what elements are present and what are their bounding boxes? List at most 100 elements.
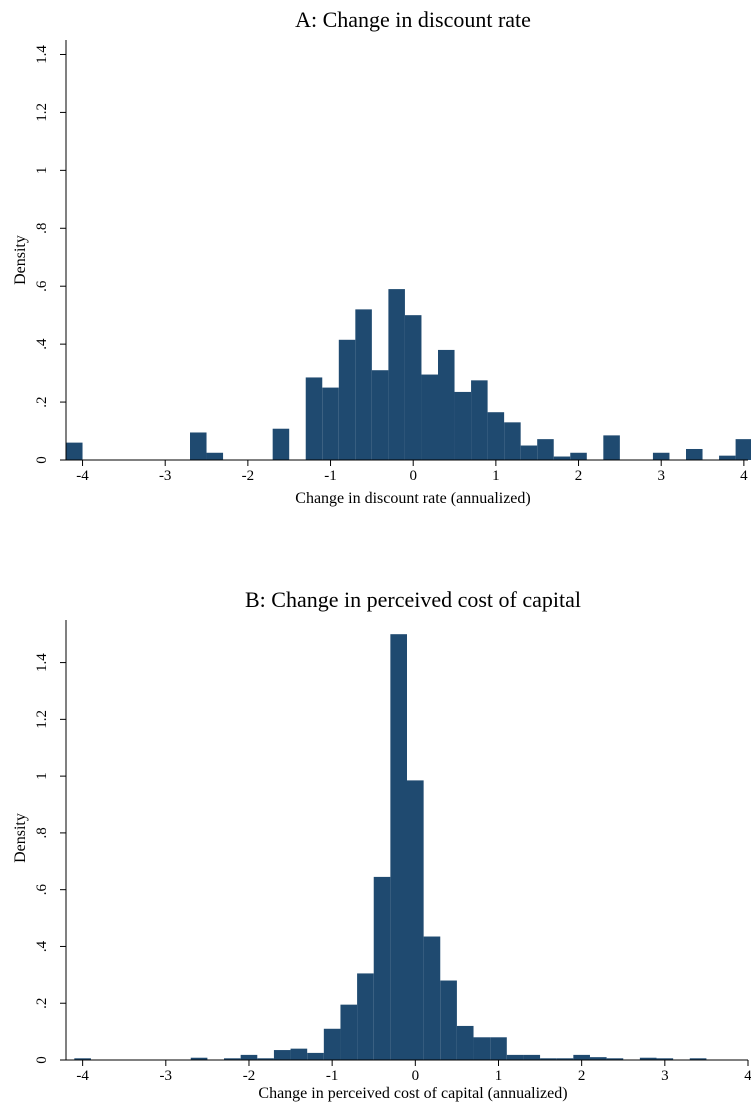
panel-b-y-tick-label: 1 bbox=[34, 772, 50, 780]
panel-b-histogram-bar bbox=[639, 1057, 657, 1060]
panel-a-y-tick-label: .6 bbox=[34, 280, 50, 292]
panel-b-histogram-bar bbox=[490, 1037, 507, 1060]
panel-b-histogram-bar bbox=[357, 973, 374, 1060]
panel-b-histogram-bar bbox=[556, 1058, 574, 1060]
panel-b-x-tick-label: 3 bbox=[661, 1068, 669, 1084]
panel-b-histogram-bar bbox=[257, 1058, 274, 1060]
panel-a-x-tick-label: 1 bbox=[492, 468, 500, 484]
panel-a-histogram-bar bbox=[487, 412, 505, 460]
panel-b-y-tick-label: 1.2 bbox=[34, 710, 50, 729]
panel-a-y-tick-label: .8 bbox=[34, 223, 50, 234]
panel-b-histogram-bar bbox=[240, 1054, 258, 1060]
panel-a-histogram-bar bbox=[454, 391, 472, 460]
panel-b-histogram-bar bbox=[407, 780, 424, 1060]
panel-b-histogram-bar bbox=[540, 1058, 557, 1060]
panel-b-histogram-bar bbox=[523, 1054, 541, 1060]
panel-a-histogram-bar bbox=[305, 377, 323, 460]
panel-a-y-tick-label: 1.2 bbox=[34, 103, 50, 122]
panel-a-histogram-bar bbox=[603, 435, 620, 460]
panel-a-x-tick-label: 0 bbox=[409, 468, 417, 484]
panel-b-histogram-bar bbox=[307, 1052, 324, 1060]
panel-a-histogram-bar bbox=[272, 428, 290, 460]
panel-b-y-tick-label: 0 bbox=[34, 1056, 50, 1064]
panel-a-histogram-bar bbox=[570, 452, 587, 460]
panel-a-histogram-bar bbox=[371, 370, 389, 460]
panel-b-y-axis-label: Density bbox=[12, 813, 29, 863]
panel-b-histogram-bar bbox=[423, 936, 441, 1060]
panel-a-x-axis-label: Change in discount rate (annualized) bbox=[295, 490, 530, 507]
panel-b-x-tick-label: -1 bbox=[326, 1068, 339, 1084]
panel-b-x-tick-label: 4 bbox=[744, 1068, 751, 1084]
panel-b-histogram-bar bbox=[190, 1057, 208, 1060]
panel-b-y-tick-label: 1.4 bbox=[34, 653, 50, 672]
panel-a-x-tick-label: -2 bbox=[242, 468, 255, 484]
panel-a-y-ticks: 0 .2 .4 .6 .8 1 1.2 1.4 bbox=[34, 45, 66, 464]
panel-b-title: B: Change in perceived cost of capital bbox=[245, 587, 581, 612]
panel-b-histogram-bar bbox=[390, 634, 407, 1060]
panel-a-histogram-bar bbox=[471, 380, 488, 460]
panel-b-histogram-bar bbox=[373, 876, 391, 1060]
panel-a-histogram-bar bbox=[537, 439, 554, 460]
panel-b-x-tick-label: -4 bbox=[76, 1068, 89, 1084]
panel-b-x-tick-label: 0 bbox=[412, 1068, 420, 1084]
panel-b-histogram-bar bbox=[689, 1058, 707, 1060]
panel-a-histogram-bar bbox=[388, 289, 405, 460]
panel-a-x-tick-label: 3 bbox=[657, 468, 665, 484]
panel-b-x-ticks: -4 -3 -2 -1 0 1 2 3 4 bbox=[76, 1060, 751, 1084]
panel-b-x-tick-label: 2 bbox=[578, 1068, 586, 1084]
panel-a-histogram-bar bbox=[652, 452, 670, 460]
panel-b-histogram-bar bbox=[273, 1050, 291, 1060]
panel-a-histogram-bar bbox=[686, 448, 703, 460]
panel-b-histogram-bar bbox=[323, 1028, 341, 1060]
panel-b-histogram-bar bbox=[606, 1058, 624, 1060]
panel-a-x-ticks: -4 -3 -2 -1 0 1 2 3 4 bbox=[76, 460, 748, 484]
panel-a-y-tick-label: 1 bbox=[34, 167, 50, 175]
panel-b-bars bbox=[74, 634, 707, 1060]
panel-a-histogram-bar bbox=[66, 442, 83, 460]
panel-a-discount-rate: A: Change in discount rate Density Chang… bbox=[12, 7, 751, 507]
panel-a-x-tick-label: -4 bbox=[76, 468, 89, 484]
panel-b-histogram-bar bbox=[224, 1058, 241, 1060]
panel-a-histogram-bar bbox=[206, 452, 224, 460]
panel-a-histogram-bar bbox=[190, 432, 207, 460]
panel-b-histogram-bar bbox=[656, 1058, 674, 1060]
panel-b-x-tick-label: 1 bbox=[495, 1068, 503, 1084]
panel-a-histogram-bar bbox=[520, 445, 538, 460]
panel-a-histogram-bar bbox=[719, 455, 736, 460]
panel-a-x-tick-label: -1 bbox=[324, 468, 337, 484]
panel-b-histogram-bar bbox=[340, 1004, 358, 1060]
panel-a-x-tick-label: 4 bbox=[740, 468, 748, 484]
panel-a-histogram-bar bbox=[735, 439, 751, 460]
panel-b-y-tick-label: .2 bbox=[34, 998, 50, 1009]
panel-b-histogram-bar bbox=[589, 1057, 607, 1060]
panel-b-y-tick-label: .4 bbox=[34, 940, 50, 952]
panel-a-histogram-bar bbox=[553, 456, 571, 460]
panel-a-y-tick-label: 1.4 bbox=[34, 45, 50, 64]
panel-b-histogram-bar bbox=[573, 1054, 590, 1060]
panel-a-histogram-bar bbox=[421, 374, 438, 460]
panel-a-y-axis-label: Density bbox=[12, 235, 29, 285]
panel-a-histogram-bar bbox=[404, 315, 422, 460]
panel-b-x-tick-label: -2 bbox=[243, 1068, 256, 1084]
panel-b-histogram-bar bbox=[290, 1048, 308, 1060]
panel-b-y-tick-label: .8 bbox=[34, 827, 50, 838]
panel-b-histogram-bar bbox=[440, 980, 457, 1060]
panel-b-histogram-bar bbox=[506, 1054, 524, 1060]
panel-a-x-tick-label: -3 bbox=[159, 468, 172, 484]
panel-a-bars bbox=[66, 289, 751, 460]
panel-a-histogram-bar bbox=[355, 309, 372, 460]
panel-a-y-tick-label: .2 bbox=[34, 396, 50, 407]
panel-b-cost-of-capital: B: Change in perceived cost of capital D… bbox=[12, 587, 751, 1102]
panel-a-histogram-bar bbox=[322, 387, 339, 460]
panel-b-histogram-bar bbox=[74, 1058, 91, 1060]
panel-a-histogram-bar bbox=[504, 422, 521, 460]
panel-a-histogram-bar bbox=[338, 339, 356, 460]
panel-a-x-tick-label: 2 bbox=[575, 468, 583, 484]
panel-a-y-tick-label: .4 bbox=[34, 338, 50, 350]
panel-a-y-tick-label: 0 bbox=[34, 456, 50, 464]
panel-b-histogram-bar bbox=[473, 1037, 491, 1060]
panel-b-x-axis-label: Change in perceived cost of capital (ann… bbox=[258, 1085, 567, 1102]
panel-a-title: A: Change in discount rate bbox=[295, 7, 531, 32]
panel-a-histogram-bar bbox=[438, 349, 455, 460]
